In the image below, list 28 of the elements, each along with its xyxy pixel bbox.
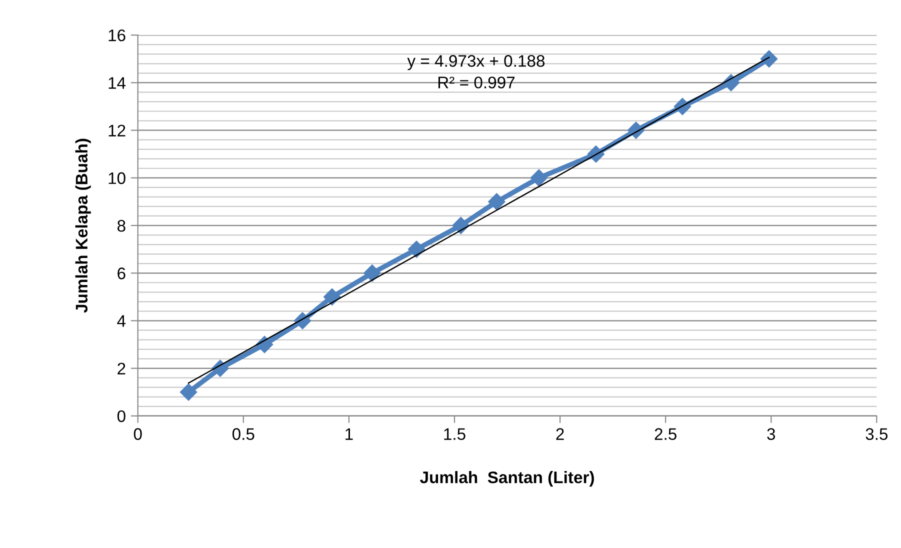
point: [180, 384, 198, 401]
y-tick-label: 10: [108, 172, 126, 184]
x-tick-label: 2: [556, 428, 564, 440]
x-tick-label: 1: [346, 428, 353, 440]
y-tick-label: 8: [118, 220, 126, 232]
y-tick-label: 12: [108, 124, 126, 136]
point: [452, 216, 470, 234]
y-tick-label: 2: [118, 362, 126, 374]
point: [324, 288, 341, 306]
y-tick-label: 0: [117, 410, 126, 422]
x-tick-label: 3.5: [866, 428, 888, 440]
point: [488, 193, 506, 210]
x-axis-title: Jumlah Santan (Liter): [420, 471, 594, 487]
point: [530, 169, 548, 186]
y-tick-label: 6: [118, 268, 126, 280]
y-tick-label: 16: [108, 29, 126, 42]
x-tick-label: 0.5: [232, 428, 254, 440]
y-axis-title: Jumlah Kelapa (Buah): [75, 138, 91, 313]
x-tick-label: 0: [134, 428, 142, 440]
x-tick-label: 1.5: [444, 428, 466, 440]
x-tick-label: 3: [767, 428, 776, 440]
x-tick-label: 2.5: [654, 428, 676, 440]
point: [408, 240, 426, 258]
point: [364, 264, 381, 282]
annotation: y = 4.973x + 0.188 R² = 0.997: [407, 55, 545, 88]
y-tick-label: 14: [108, 77, 126, 89]
y-tick-label: 4: [117, 315, 126, 327]
point: [760, 50, 778, 68]
